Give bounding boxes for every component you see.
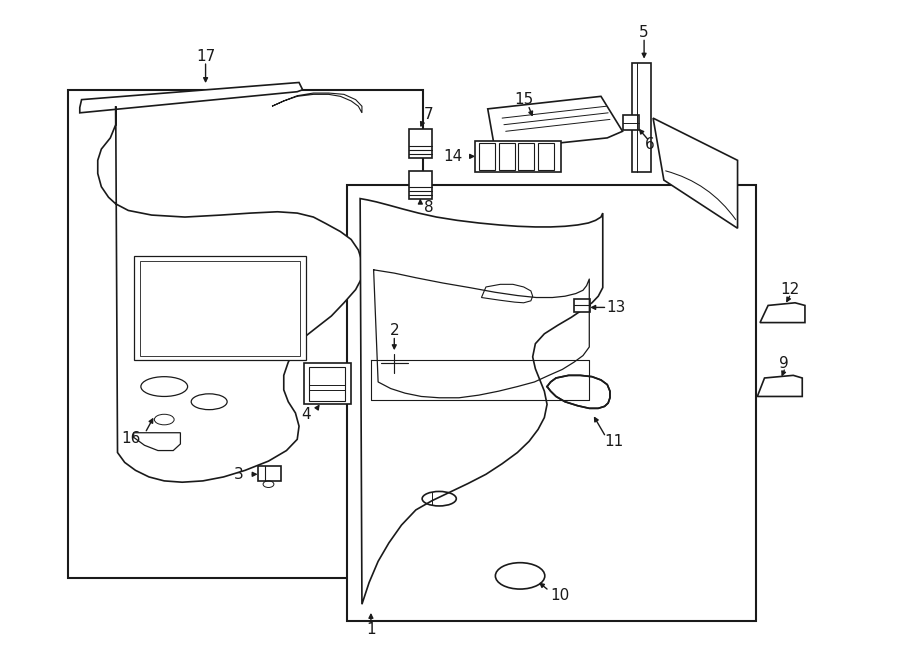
Polygon shape bbox=[488, 97, 623, 150]
Polygon shape bbox=[272, 93, 362, 113]
Polygon shape bbox=[80, 83, 302, 113]
Polygon shape bbox=[760, 303, 805, 323]
Text: 4: 4 bbox=[302, 407, 311, 422]
Polygon shape bbox=[134, 433, 180, 451]
Bar bbox=[409, 129, 432, 158]
Bar bbox=[479, 143, 495, 171]
Text: 14: 14 bbox=[443, 149, 463, 164]
Text: 7: 7 bbox=[424, 106, 433, 122]
Bar bbox=[309, 367, 345, 401]
Polygon shape bbox=[98, 106, 362, 483]
Polygon shape bbox=[653, 118, 738, 228]
Text: 17: 17 bbox=[196, 49, 215, 63]
Polygon shape bbox=[482, 284, 533, 303]
Bar bbox=[68, 90, 423, 578]
Bar bbox=[409, 171, 432, 198]
Bar bbox=[257, 467, 281, 481]
Bar bbox=[518, 143, 535, 171]
Text: 11: 11 bbox=[604, 434, 623, 449]
Bar bbox=[475, 141, 561, 173]
Bar bbox=[140, 260, 300, 356]
Bar bbox=[134, 256, 306, 360]
Text: 6: 6 bbox=[644, 137, 654, 152]
Text: 16: 16 bbox=[122, 430, 140, 446]
Text: 2: 2 bbox=[390, 323, 399, 338]
Bar bbox=[623, 116, 639, 130]
Bar bbox=[346, 185, 755, 621]
Bar bbox=[632, 63, 652, 173]
Bar bbox=[538, 143, 554, 171]
Text: 10: 10 bbox=[550, 588, 570, 603]
Text: 9: 9 bbox=[779, 356, 789, 371]
Text: 8: 8 bbox=[424, 200, 433, 215]
Text: 12: 12 bbox=[780, 282, 799, 297]
Text: 1: 1 bbox=[366, 623, 375, 637]
Polygon shape bbox=[547, 375, 610, 408]
Text: 13: 13 bbox=[607, 300, 625, 315]
Polygon shape bbox=[757, 375, 802, 397]
Bar bbox=[304, 364, 351, 405]
Text: 3: 3 bbox=[234, 467, 244, 482]
Bar bbox=[499, 143, 515, 171]
Polygon shape bbox=[360, 198, 603, 604]
Bar bbox=[574, 299, 590, 312]
Text: 5: 5 bbox=[639, 25, 649, 40]
Text: 15: 15 bbox=[514, 92, 534, 107]
